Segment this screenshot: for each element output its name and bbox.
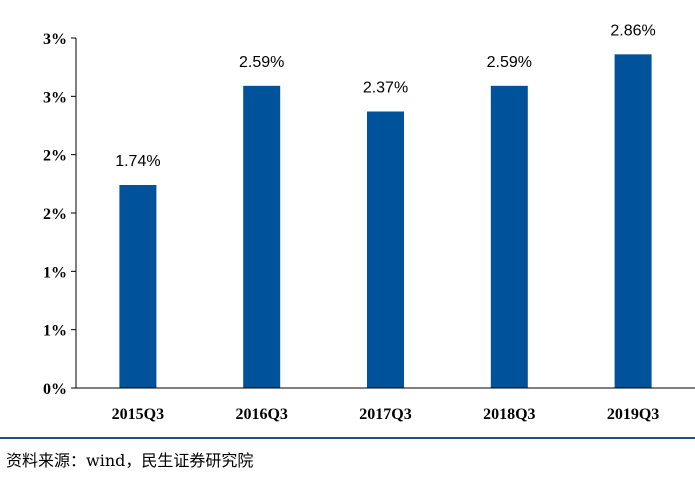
y-tick-label: 2% [43,148,67,165]
y-tick-label: 3% [43,31,67,48]
y-axis-ticks: 0% 1% 1% 2% 2% 3% 3% [43,31,76,398]
y-tick-label: 0% [43,381,67,398]
bar [614,54,652,388]
bar-value-label: 2.59% [239,54,284,71]
bars [119,54,652,388]
bar-value-label: 1.74% [115,153,160,170]
x-category-label: 2015Q3 [112,406,164,423]
bar [119,185,157,388]
x-category-label: 2017Q3 [359,406,411,423]
bar-value-label: 2.59% [487,54,532,71]
bar [367,111,404,388]
x-axis-labels: 2015Q3 2016Q3 2017Q3 2018Q3 2019Q3 [112,406,660,423]
bar-value-label: 2.86% [610,22,655,39]
data-labels: 1.74% 2.59% 2.37% 2.59% 2.86% [115,22,656,170]
y-tick-label: 2% [43,206,67,223]
y-tick-label: 3% [43,89,67,106]
bar [490,85,528,388]
y-tick-label: 1% [43,264,67,281]
bar [243,85,281,388]
bar-chart: 0% 1% 1% 2% 2% 3% 3% 1.74% 2.59% 2.37% 2.59% 2.86%… [43,22,695,423]
x-category-label: 2019Q3 [607,406,659,423]
bar-value-label: 2.37% [363,80,408,97]
y-tick-label: 1% [43,323,67,340]
x-category-label: 2018Q3 [483,406,535,423]
footer-divider [0,437,695,439]
x-category-label: 2016Q3 [235,406,287,423]
source-note: 资料来源：wind，民生证券研究院 [6,451,254,470]
